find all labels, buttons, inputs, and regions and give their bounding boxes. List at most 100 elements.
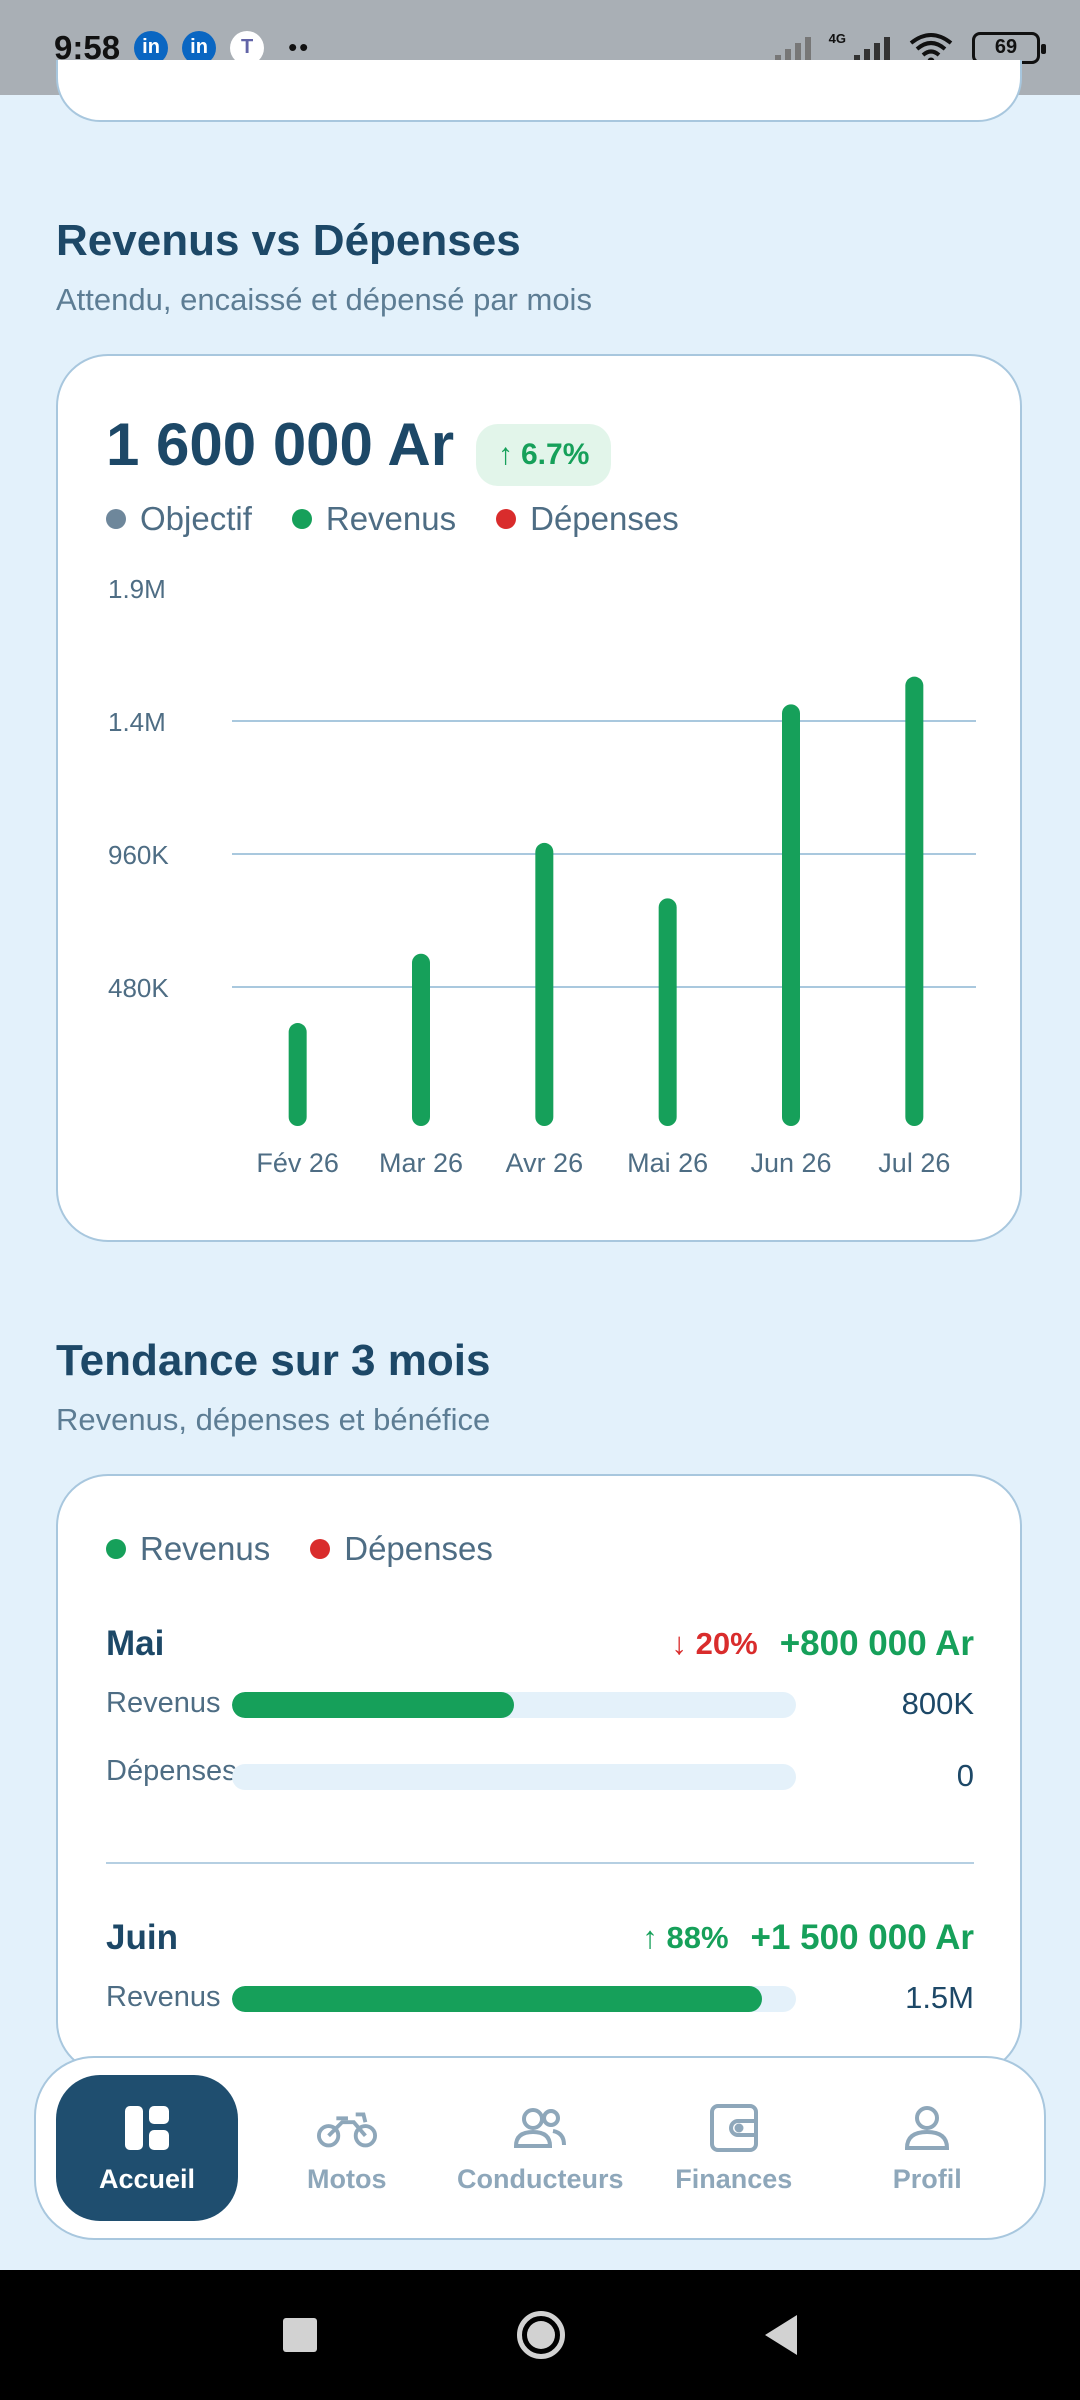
change-value: 88% [666, 1920, 729, 1955]
arrow-down-icon: ↓ [671, 1626, 688, 1661]
revenue-bar-row: Revenus 800K [106, 1684, 974, 1724]
legend-label: Revenus [325, 500, 457, 537]
home-button[interactable] [517, 2311, 565, 2359]
legend-label: Dépenses [344, 1530, 493, 1567]
y-tick-label: 480K [108, 973, 169, 1003]
back-button[interactable] [765, 2315, 797, 2355]
bar-label: Revenus [106, 1687, 221, 1719]
bar-mar-26[interactable] [412, 953, 430, 1126]
nav-label: Motos [307, 2163, 387, 2194]
x-tick-label: Mar 26 [379, 1148, 463, 1178]
previous-card [56, 60, 1022, 122]
legend-item-revenus: Revenus [106, 1530, 270, 1568]
bar-label: Dépenses [106, 1755, 237, 1787]
month-summary: ↓ 20% +800 000 Ar [672, 1624, 974, 1664]
bar-fév-26[interactable] [288, 1023, 307, 1126]
recents-button[interactable] [283, 2318, 317, 2352]
network-type: 4G [828, 30, 846, 46]
system-navigation-bar [0, 2270, 1080, 2400]
bar-avr-26[interactable] [535, 842, 554, 1126]
legend-item-revenus: Revenus [291, 500, 457, 538]
nav-accueil[interactable]: Accueil [56, 2075, 238, 2221]
bar-jul-26[interactable] [905, 676, 924, 1126]
total-amount: 1 600 000 Ar [106, 411, 455, 478]
change-up: ↑ 88% [642, 1920, 728, 1956]
clock: 9:58 [54, 28, 121, 66]
bottom-navigation: Accueil Motos Conducteurs Finances Profi… [34, 2056, 1046, 2240]
arrow-up-icon: ↑ [642, 1920, 658, 1955]
revenue-section-title: Revenus vs Dépenses [56, 216, 521, 265]
legend-label: Objectif [140, 500, 252, 537]
x-tick-label: Fév 26 [256, 1148, 339, 1178]
legend-dot-icon [106, 1539, 126, 1559]
profit-amount: +800 000 Ar [779, 1624, 974, 1663]
bar-value: 0 [956, 1758, 974, 1793]
trend-section-title: Tendance sur 3 mois [56, 1336, 491, 1385]
change-down: ↓ 20% [672, 1626, 758, 1662]
legend-dot-icon [310, 1539, 331, 1559]
nav-profil[interactable]: Profil [831, 2075, 1025, 2221]
change-value: 6.7% [521, 438, 590, 471]
revenue-bar-fill [232, 1692, 514, 1718]
revenue-bar-track [232, 1986, 796, 2012]
expense-bar-track [232, 1764, 796, 1790]
nav-label: Conducteurs [456, 2163, 624, 2194]
linkedin-notification-icon: in [182, 30, 217, 65]
revenue-section-subtitle: Attendu, encaissé et dépensé par mois [56, 282, 592, 317]
y-tick-label: 1.9M [108, 574, 166, 604]
x-tick-label: Jun 26 [750, 1148, 831, 1178]
x-tick-label: Jul 26 [878, 1148, 950, 1178]
bar-value: 1.5M [905, 1980, 974, 2015]
motorcycle-icon [316, 2102, 377, 2154]
chart-legend: Objectif Revenus Dépenses [106, 500, 679, 538]
legend-item-objectif: Objectif [106, 500, 252, 538]
expense-bar-row: Dépenses 0 [106, 1755, 974, 1836]
profit-amount: +1 500 000 Ar [750, 1918, 974, 1957]
bar-label: Revenus [106, 1981, 221, 2013]
teams-notification-icon: T [230, 30, 265, 65]
legend-dot-icon [291, 509, 312, 529]
revenue-chart-card: 1 600 000 Ar ↑ 6.7% Objectif Revenus Dép… [56, 354, 1022, 1242]
revenue-bar-fill [232, 1986, 763, 2012]
revenue-bar-chart: 1.9M 1.4M 960K 480K Fév 26 Mar 26 Avr 26 Mai 26… [108, 574, 976, 1178]
month-name: Mai [106, 1624, 165, 1663]
change-badge: ↑ 6.7% [476, 424, 612, 486]
user-icon [897, 2102, 957, 2154]
linkedin-notification-icon: in [134, 30, 169, 65]
legend-dot-icon [496, 509, 517, 529]
x-tick-label: Mai 26 [627, 1148, 708, 1178]
trend-section-subtitle: Revenus, dépenses et bénéfice [56, 1402, 491, 1437]
nav-finances[interactable]: Finances [637, 2075, 831, 2221]
bar-value: 800K [901, 1686, 974, 1721]
divider [106, 1862, 974, 1864]
legend-label: Revenus [140, 1530, 271, 1567]
legend-item-depenses: Dépenses [310, 1530, 493, 1568]
battery-icon: 69 [972, 31, 1046, 64]
trend-month-juin: Juin ↑ 88% +1 500 000 Ar Revenus 1.5M [106, 1918, 974, 2072]
signal-icon [854, 31, 890, 65]
x-tick-label: Avr 26 [506, 1148, 584, 1178]
nav-conducteurs[interactable]: Conducteurs [444, 2075, 638, 2221]
y-tick-label: 960K [108, 840, 169, 870]
trend-legend: Revenus Dépenses [106, 1530, 493, 1568]
y-tick-label: 1.4M [108, 707, 166, 737]
month-summary: ↑ 88% +1 500 000 Ar [642, 1918, 974, 1958]
bar-jun-26[interactable] [782, 704, 800, 1126]
nav-label: Accueil [98, 2163, 196, 2194]
revenue-bar-track [232, 1692, 796, 1718]
legend-item-depenses: Dépenses [496, 500, 679, 538]
signal-icon [774, 31, 811, 65]
trend-card: Revenus Dépenses Mai ↓ 20% +800 000 Ar R… [56, 1474, 1022, 2074]
battery-level: 69 [994, 36, 1018, 58]
month-name: Juin [106, 1918, 178, 1957]
change-value: 20% [695, 1626, 758, 1661]
bar-mai-26[interactable] [658, 898, 677, 1126]
arrow-up-icon: ↑ [498, 438, 513, 471]
more-notifications-icon: •• [288, 32, 311, 62]
revenue-bar-row: Revenus 1.5M [106, 1978, 974, 2018]
nav-motos[interactable]: Motos [250, 2075, 444, 2221]
legend-dot-icon [106, 509, 126, 529]
nav-label: Finances [675, 2163, 793, 2194]
nav-label: Profil [892, 2163, 962, 2194]
trend-month-mai: Mai ↓ 20% +800 000 Ar Revenus 800K Dépen… [106, 1624, 974, 1824]
